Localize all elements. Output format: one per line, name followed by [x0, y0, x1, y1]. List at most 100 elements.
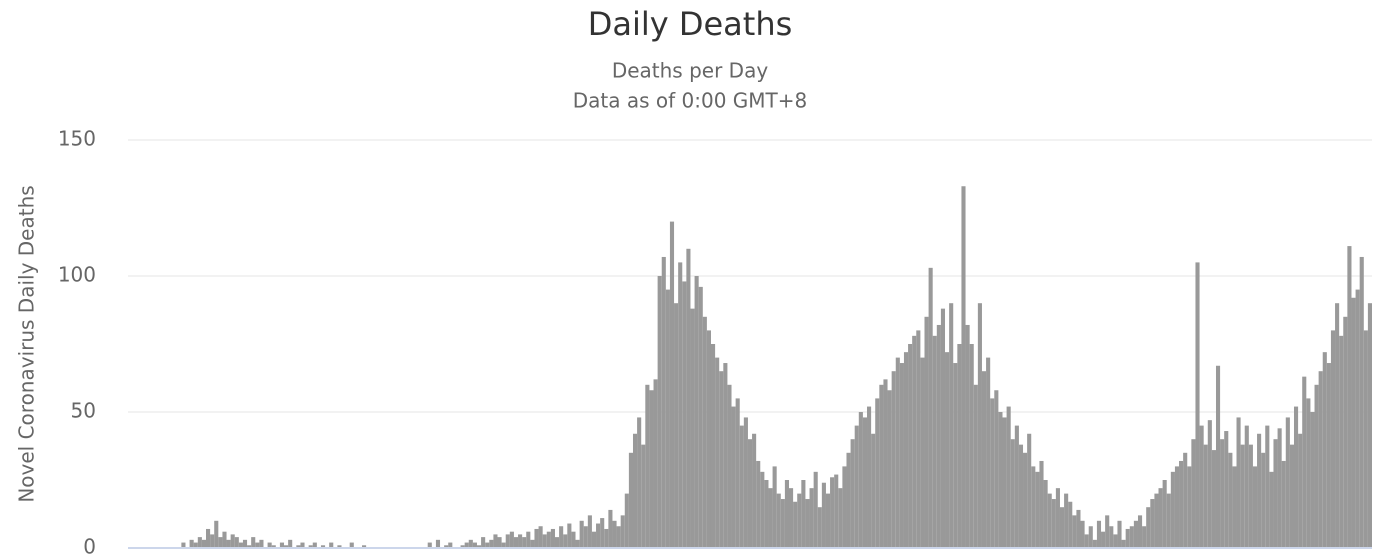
bar: [1224, 431, 1229, 548]
bar: [723, 363, 728, 548]
bar: [530, 539, 535, 548]
bar: [846, 452, 851, 548]
bar: [879, 384, 884, 548]
bar: [756, 460, 761, 548]
bar: [694, 276, 699, 548]
bar: [481, 537, 486, 548]
bar: [702, 316, 707, 548]
bar: [1068, 501, 1073, 548]
bar: [858, 412, 863, 548]
bar: [850, 439, 855, 548]
bar: [838, 488, 843, 548]
chart-subtitle: Data as of 0:00 GMT+8: [573, 89, 808, 113]
bar: [920, 357, 925, 548]
bar: [362, 545, 367, 548]
bar: [817, 507, 822, 548]
bar: [505, 534, 510, 548]
bar: [1055, 488, 1060, 548]
bar: [1269, 471, 1274, 548]
bar: [247, 545, 252, 548]
bar: [969, 344, 974, 548]
bar: [1170, 471, 1175, 548]
y-tick-label: 100: [58, 263, 96, 287]
bar: [189, 539, 194, 548]
bar: [230, 534, 235, 548]
bar: [251, 537, 256, 548]
bar: [1335, 303, 1340, 548]
chart-subtitle: Deaths per Day: [612, 59, 768, 83]
bar: [468, 539, 473, 548]
bar: [928, 267, 933, 548]
bar: [1367, 303, 1372, 548]
bar: [197, 537, 202, 548]
bar: [1318, 371, 1323, 548]
bar: [563, 534, 568, 548]
bar: [575, 539, 580, 548]
bar: [1035, 471, 1040, 548]
bar: [805, 499, 810, 548]
bar: [1150, 499, 1155, 548]
bar: [727, 384, 732, 548]
bar: [616, 526, 621, 548]
bar: [665, 289, 670, 548]
bar: [715, 357, 720, 548]
bar: [489, 539, 494, 548]
bar: [871, 433, 876, 548]
bar: [267, 542, 272, 548]
bar: [1137, 515, 1143, 548]
bar: [1154, 493, 1159, 548]
bar: [916, 330, 921, 548]
bar: [1207, 420, 1212, 548]
y-tick-label: 50: [71, 399, 96, 423]
bar: [1158, 488, 1163, 548]
bar: [448, 542, 453, 548]
bar: [1236, 417, 1241, 548]
bar: [784, 480, 790, 548]
bar: [1018, 444, 1024, 548]
bar: [1293, 406, 1299, 548]
bar: [1166, 493, 1171, 548]
bar: [1064, 493, 1069, 548]
bar: [460, 545, 465, 548]
y-axis-label: Novel Coronavirus Daily Deaths: [15, 185, 39, 502]
bar: [632, 433, 638, 548]
bar: [854, 425, 859, 548]
bar: [1289, 444, 1294, 548]
bar: [789, 488, 794, 548]
bar: [308, 545, 313, 548]
bar: [206, 528, 211, 548]
bar: [476, 545, 482, 548]
bar: [1129, 526, 1134, 548]
bar: [296, 545, 301, 548]
bar: [329, 542, 334, 548]
bar: [682, 281, 687, 548]
chart-title: Daily Deaths: [588, 5, 793, 43]
bar: [201, 539, 207, 548]
bar: [1211, 450, 1216, 548]
bar: [435, 539, 441, 548]
bar: [637, 417, 642, 548]
bar: [1174, 466, 1180, 548]
bar: [698, 286, 703, 548]
bar: [957, 344, 962, 548]
bar: [1252, 466, 1258, 548]
bar: [522, 537, 527, 548]
bar: [981, 371, 987, 548]
bar: [764, 480, 769, 548]
bar: [1084, 534, 1089, 548]
bar: [1092, 539, 1097, 548]
bar: [1031, 466, 1036, 548]
bar: [526, 531, 531, 548]
bar: [1330, 330, 1336, 548]
bar: [797, 493, 802, 548]
bar: [1215, 365, 1221, 548]
bar: [288, 539, 293, 548]
bar: [427, 542, 432, 548]
bar: [776, 493, 781, 548]
bar: [1006, 406, 1011, 548]
bar: [780, 499, 785, 548]
bar: [669, 221, 675, 548]
bar: [509, 531, 514, 548]
bar: [1199, 425, 1204, 548]
